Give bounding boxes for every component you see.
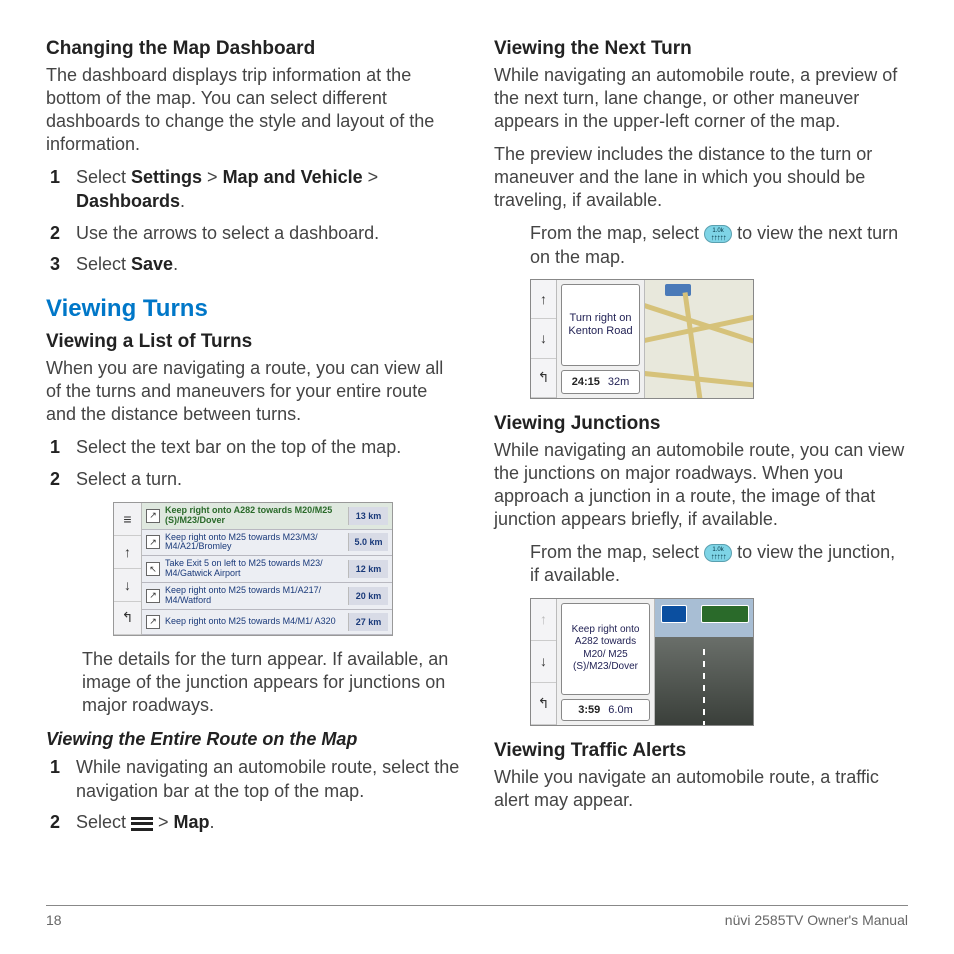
- heading-entire-route: Viewing the Entire Route on the Map: [46, 729, 460, 750]
- heading-viewing-turns: Viewing Turns: [46, 295, 460, 323]
- back-icon: ↰: [531, 359, 556, 398]
- figure-junction: ↑ ↓ ↰ Keep right onto A282 towards M20/ …: [530, 598, 754, 726]
- step-number: 1: [50, 756, 64, 804]
- up-arrow-icon: ↑: [531, 280, 556, 319]
- step-text: Select > Map.: [76, 811, 460, 835]
- map-preview: [645, 280, 753, 398]
- turn-row-icon: ↗: [146, 509, 160, 523]
- turn-row: ↖Take Exit 5 on left to M25 towards M23/…: [142, 556, 392, 583]
- junction-instruction-box: Keep right onto A282 towards M20/ M25 (S…: [561, 603, 650, 695]
- time-value: 24:15: [572, 376, 600, 388]
- para-junctions: While navigating an automobile route, yo…: [494, 439, 908, 531]
- junction-info-box: 3:59 6.0m: [561, 699, 650, 721]
- turn-instruction-box: Turn right on Kenton Road: [561, 284, 640, 366]
- step-number: 1: [50, 166, 64, 214]
- up-arrow-icon: ↑: [114, 536, 141, 569]
- turn-row: ↗Keep right onto M25 towards M4/M1/ A320…: [142, 610, 392, 635]
- figure-next-turn: ↑ ↓ ↰ Turn right on Kenton Road 24:15 32…: [530, 279, 754, 399]
- road-sign-icon: [661, 605, 687, 623]
- step-text: Select the text bar on the top of the ma…: [76, 436, 460, 460]
- step-text: While navigating an automobile route, se…: [76, 756, 460, 804]
- figure-turn-list: ≡ ↑ ↓ ↰ ↗Keep right onto A282 towards M2…: [113, 502, 393, 636]
- step-text: Select a turn.: [76, 468, 460, 492]
- back-icon: ↰: [531, 683, 556, 725]
- manual-title: nüvi 2585TV Owner's Manual: [725, 912, 908, 928]
- page-footer: 18 nüvi 2585TV Owner's Manual: [46, 905, 908, 928]
- step-text: Select Save.: [76, 253, 460, 277]
- step-number: 2: [50, 468, 64, 492]
- para-turn-details: The details for the turn appear. If avai…: [46, 648, 460, 717]
- para-traffic-alerts: While you navigate an automobile route, …: [494, 766, 908, 812]
- turn-row-icon: ↗: [146, 535, 160, 549]
- heading-traffic-alerts: Viewing Traffic Alerts: [494, 740, 908, 762]
- heading-junctions: Viewing Junctions: [494, 413, 908, 435]
- turn-row: ↗Keep right onto M25 towards M1/A217/ M4…: [142, 583, 392, 610]
- para-turns-desc: When you are navigating a route, you can…: [46, 357, 460, 426]
- step-number: 2: [50, 222, 64, 246]
- down-arrow-icon: ↓: [114, 569, 141, 602]
- down-arrow-icon: ↓: [531, 641, 556, 683]
- list-icon: ≡: [114, 503, 141, 536]
- page-number: 18: [46, 912, 62, 928]
- step-text: Select Settings > Map and Vehicle > Dash…: [76, 166, 460, 214]
- junction-photo: [655, 599, 753, 725]
- distance-value: 6.0m: [608, 704, 632, 716]
- para-next-turn-2: The preview includes the distance to the…: [494, 143, 908, 212]
- road-sign-icon: [701, 605, 749, 623]
- turn-info-box: 24:15 32m: [561, 370, 640, 394]
- down-arrow-icon: ↓: [531, 319, 556, 358]
- step-number: 3: [50, 253, 64, 277]
- left-column: Changing the Map Dashboard The dashboard…: [46, 36, 460, 886]
- turn-row: ↗Keep right onto A282 towards M20/M25 (S…: [142, 503, 392, 530]
- turn-row-icon: ↗: [146, 589, 160, 603]
- para-junction-instruct: From the map, select to view the junctio…: [494, 541, 908, 588]
- heading-changing-dashboard: Changing the Map Dashboard: [46, 38, 460, 60]
- menu-icon: [131, 817, 153, 831]
- para-dashboard-desc: The dashboard displays trip information …: [46, 64, 460, 156]
- back-icon: ↰: [114, 602, 141, 635]
- step-number: 2: [50, 811, 64, 835]
- step-text: Use the arrows to select a dashboard.: [76, 222, 460, 246]
- up-arrow-icon: ↑: [531, 599, 556, 641]
- steps-dashboard: 1 Select Settings > Map and Vehicle > Da…: [46, 166, 460, 277]
- turn-row-icon: ↖: [146, 562, 160, 576]
- para-next-turn-1: While navigating an automobile route, a …: [494, 64, 908, 133]
- turn-preview-icon: [704, 225, 732, 243]
- steps-turns: 1 Select the text bar on the top of the …: [46, 436, 460, 492]
- para-next-turn-instruct: From the map, select to view the next tu…: [494, 222, 908, 269]
- turn-row: ↗Keep right onto M25 towards M23/M3/ M4/…: [142, 530, 392, 557]
- turn-row-icon: ↗: [146, 615, 160, 629]
- heading-list-of-turns: Viewing a List of Turns: [46, 331, 460, 353]
- heading-next-turn: Viewing the Next Turn: [494, 38, 908, 60]
- steps-entire-route: 1 While navigating an automobile route, …: [46, 756, 460, 835]
- right-column: Viewing the Next Turn While navigating a…: [494, 36, 908, 886]
- time-value: 3:59: [578, 704, 600, 716]
- turn-preview-icon: [704, 544, 732, 562]
- distance-value: 32m: [608, 376, 629, 388]
- step-number: 1: [50, 436, 64, 460]
